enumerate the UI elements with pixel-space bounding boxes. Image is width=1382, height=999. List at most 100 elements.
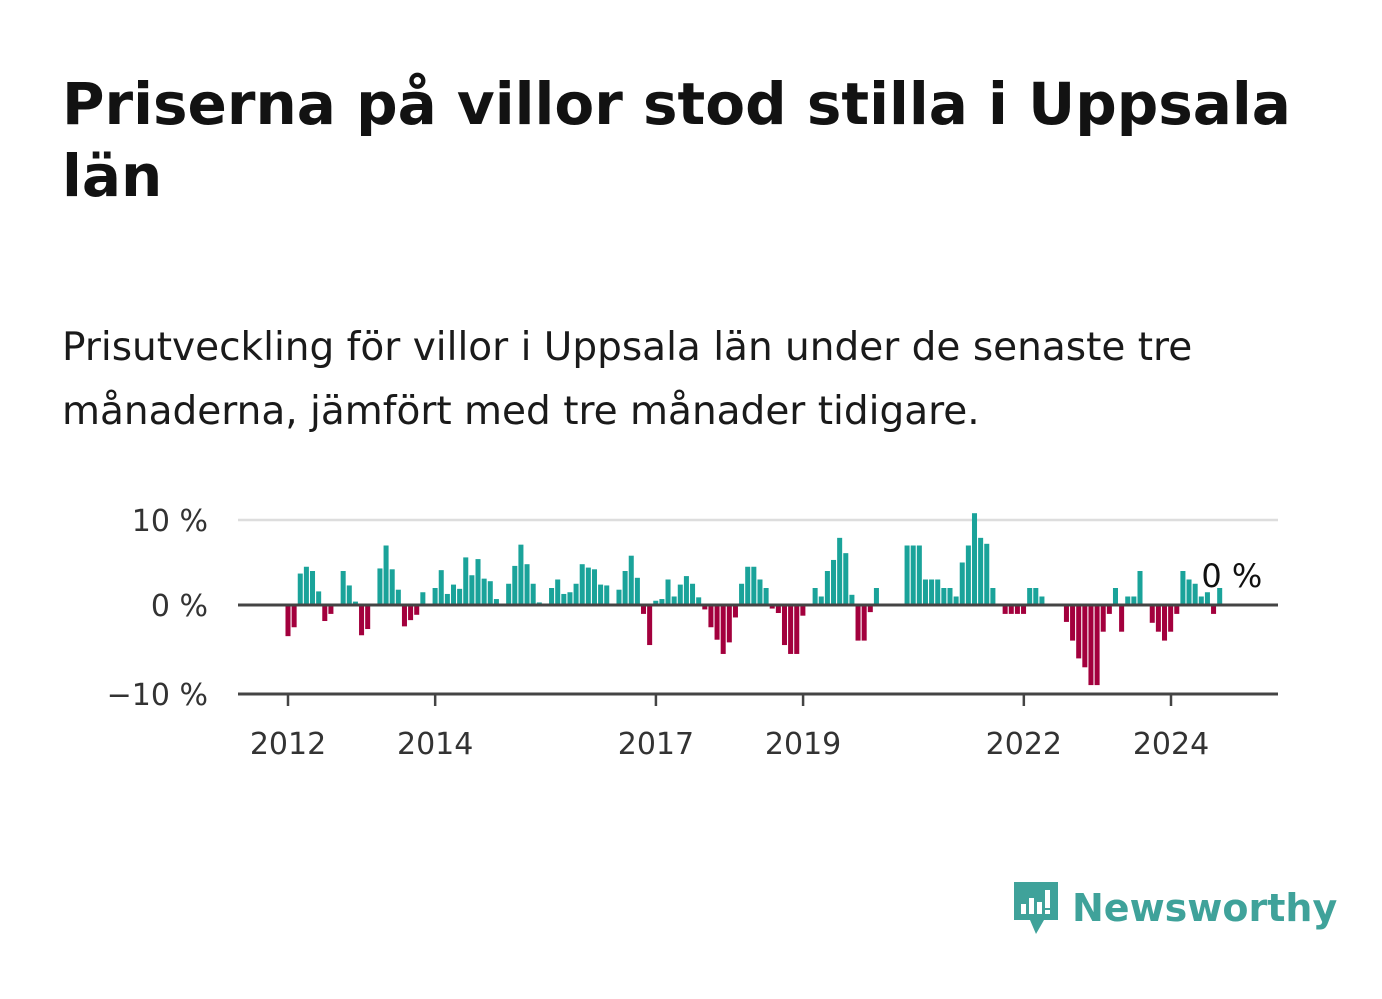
- bar: [788, 605, 794, 654]
- bar: [953, 596, 959, 605]
- bar: [1112, 588, 1118, 605]
- bar: [432, 588, 438, 605]
- bar: [1168, 605, 1174, 632]
- bar: [506, 583, 512, 605]
- bar: [518, 544, 524, 605]
- y-tick-label: 0 %: [151, 589, 208, 624]
- bar: [487, 581, 493, 605]
- bar: [831, 559, 837, 605]
- bar: [922, 579, 928, 605]
- bar: [653, 600, 659, 605]
- bar: [1211, 605, 1217, 614]
- newsworthy-logo: Newsworthy: [1010, 876, 1337, 940]
- bar: [910, 545, 916, 605]
- bar: [1014, 605, 1020, 614]
- bar: [438, 570, 444, 605]
- bar: [696, 597, 702, 605]
- x-tick-label: 2019: [765, 727, 841, 762]
- bar: [585, 567, 591, 605]
- bar: [714, 605, 720, 640]
- bar: [683, 576, 689, 605]
- bar: [677, 584, 683, 605]
- bar: [824, 571, 830, 605]
- brand-name: Newsworthy: [1072, 886, 1338, 930]
- bar: [647, 605, 653, 646]
- bars: [285, 513, 1223, 686]
- bar: [1039, 596, 1045, 605]
- bar: [702, 605, 708, 610]
- bar: [1137, 571, 1143, 605]
- bar: [800, 605, 806, 616]
- bar: [1002, 605, 1008, 614]
- bar: [1021, 605, 1027, 614]
- bar: [751, 566, 757, 605]
- bar: [990, 588, 996, 605]
- bar: [665, 579, 671, 605]
- bar: [561, 593, 567, 605]
- bar: [1192, 583, 1198, 605]
- bar: [450, 584, 457, 605]
- bar: [377, 568, 383, 605]
- bar: [708, 605, 714, 628]
- bar: [420, 592, 426, 605]
- bar: [1149, 605, 1155, 623]
- bar: [389, 569, 395, 605]
- bar: [1033, 588, 1039, 605]
- bar: [1125, 596, 1131, 605]
- y-tick-label: −10 %: [107, 678, 208, 713]
- x-tick-label: 2012: [250, 727, 326, 762]
- bar: [867, 605, 873, 613]
- bar: [591, 569, 597, 605]
- bar: [978, 537, 984, 605]
- x-tick-label: 2017: [618, 727, 694, 762]
- bar: [481, 578, 487, 605]
- bar: [726, 605, 732, 643]
- bar: [395, 589, 401, 605]
- bar: [745, 566, 751, 605]
- bar: [457, 588, 463, 605]
- bar: [929, 579, 935, 605]
- bar: [1008, 605, 1014, 614]
- y-tick-label: 10 %: [132, 504, 208, 539]
- bar: [365, 605, 371, 630]
- bar: [310, 571, 316, 605]
- bar: [1186, 579, 1192, 605]
- bar: [1174, 605, 1180, 614]
- bar: [855, 605, 861, 641]
- bar: [622, 571, 628, 605]
- bar: [1070, 605, 1076, 641]
- bar: [690, 583, 696, 605]
- bar: [935, 579, 941, 605]
- bar: [818, 596, 824, 605]
- bar: [739, 583, 745, 605]
- latest-value-annotation: 0 %: [1201, 557, 1262, 595]
- bar: [763, 588, 769, 605]
- bar: [971, 513, 978, 605]
- bar: [1131, 596, 1137, 605]
- bar: [1162, 605, 1168, 641]
- bar: [316, 591, 322, 605]
- bar: [463, 557, 469, 605]
- bar: [616, 589, 622, 605]
- bar: [512, 565, 518, 605]
- bar: [303, 566, 309, 605]
- bar: [732, 605, 738, 618]
- bar: [414, 605, 420, 615]
- bar: [769, 605, 775, 609]
- chart-subtitle: Prisutveckling för villor i Uppsala län …: [62, 325, 1193, 434]
- bar: [285, 605, 291, 637]
- bar: [941, 588, 947, 605]
- bar: [383, 545, 389, 605]
- bar: [549, 588, 555, 605]
- bar: [959, 562, 965, 605]
- bar: [328, 605, 334, 614]
- bar: [775, 605, 781, 614]
- bar: [843, 553, 849, 605]
- bar: [359, 605, 365, 636]
- bar: [469, 575, 475, 605]
- bar: [291, 605, 297, 628]
- bar: [1119, 605, 1125, 632]
- x-tick-label: 2014: [397, 727, 473, 762]
- bar: [873, 588, 879, 605]
- bar: [812, 588, 818, 605]
